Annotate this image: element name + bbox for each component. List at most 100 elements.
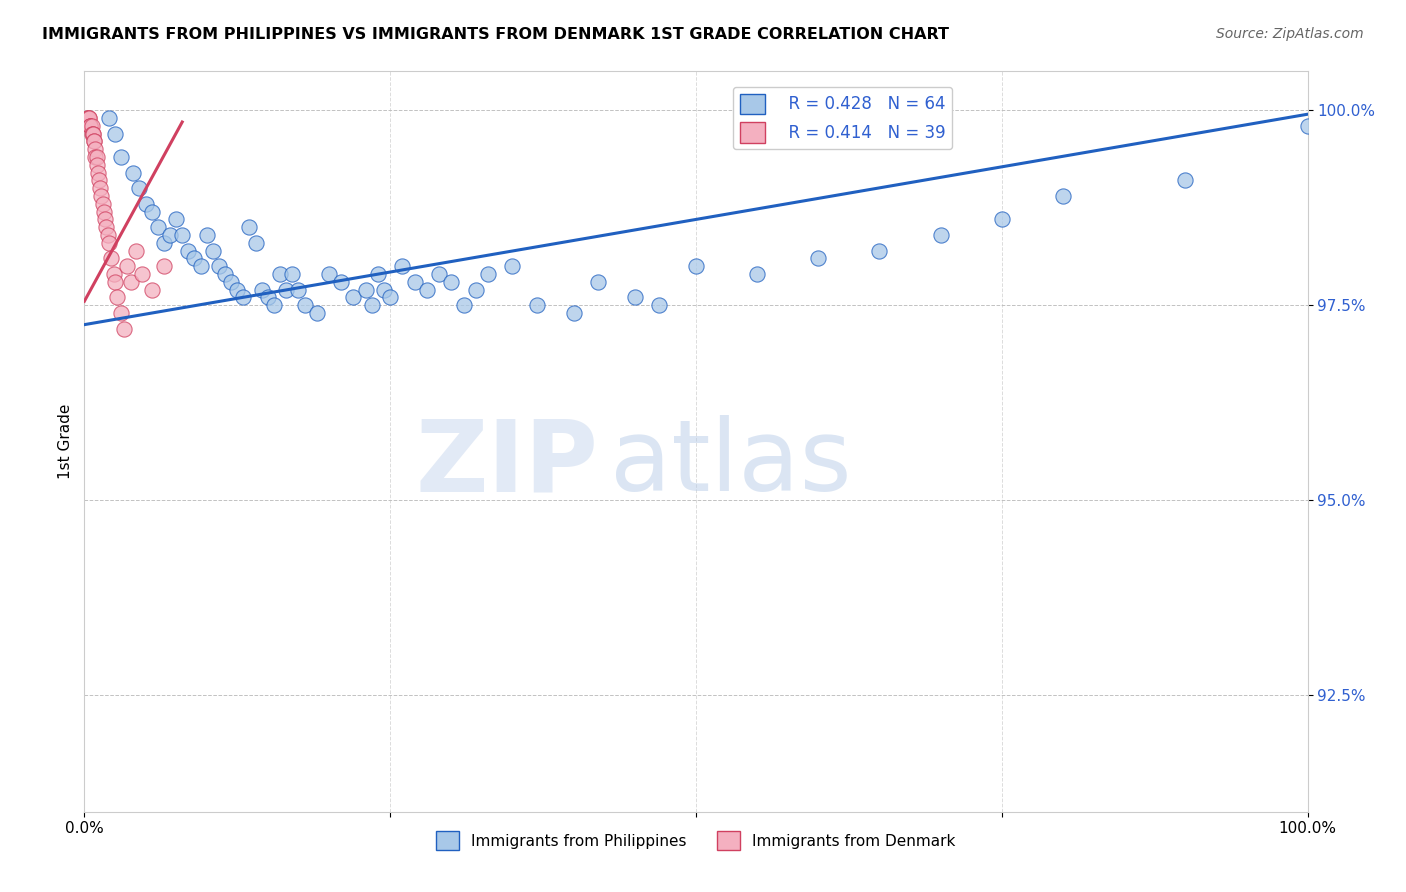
Text: Source: ZipAtlas.com: Source: ZipAtlas.com xyxy=(1216,27,1364,41)
Point xyxy=(84,150,107,164)
Point xyxy=(685,259,707,273)
Point xyxy=(177,244,200,258)
Point xyxy=(80,127,103,141)
Point xyxy=(624,290,647,304)
Point xyxy=(427,267,450,281)
Point xyxy=(86,150,108,164)
Point xyxy=(195,227,218,242)
Y-axis label: 1st Grade: 1st Grade xyxy=(58,404,73,479)
Point xyxy=(464,283,486,297)
Point xyxy=(269,267,291,281)
Point xyxy=(172,227,194,242)
Point xyxy=(76,111,98,125)
Point xyxy=(276,283,298,297)
Text: atlas: atlas xyxy=(610,416,852,512)
Point xyxy=(219,275,242,289)
Point xyxy=(87,173,110,187)
Point xyxy=(330,275,353,289)
Point xyxy=(153,259,176,273)
Legend: Immigrants from Philippines, Immigrants from Denmark: Immigrants from Philippines, Immigrants … xyxy=(430,825,962,856)
Point xyxy=(83,135,105,149)
Point xyxy=(79,119,101,133)
Point xyxy=(354,283,377,297)
Point xyxy=(201,244,224,258)
Point xyxy=(287,283,309,297)
Point xyxy=(318,267,340,281)
Point xyxy=(250,283,273,297)
Point xyxy=(747,267,769,281)
Point xyxy=(91,197,114,211)
Point xyxy=(165,212,187,227)
Point xyxy=(105,290,128,304)
Point xyxy=(238,220,260,235)
Point xyxy=(263,298,285,312)
Point xyxy=(97,235,120,250)
Point xyxy=(991,212,1014,227)
Point xyxy=(77,111,100,125)
Text: ZIP: ZIP xyxy=(415,416,598,512)
Text: IMMIGRANTS FROM PHILIPPINES VS IMMIGRANTS FROM DENMARK 1ST GRADE CORRELATION CHA: IMMIGRANTS FROM PHILIPPINES VS IMMIGRANT… xyxy=(42,27,949,42)
Point xyxy=(141,283,163,297)
Point xyxy=(87,166,110,180)
Point xyxy=(141,204,163,219)
Point xyxy=(120,275,142,289)
Point xyxy=(232,290,254,304)
Point xyxy=(281,267,304,281)
Point xyxy=(440,275,463,289)
Point xyxy=(90,189,112,203)
Point xyxy=(122,166,145,180)
Point xyxy=(214,267,236,281)
Point xyxy=(103,267,125,281)
Point xyxy=(807,252,830,266)
Point xyxy=(86,158,108,172)
Point xyxy=(245,235,267,250)
Point xyxy=(84,142,107,156)
Point xyxy=(125,244,148,258)
Point xyxy=(562,306,585,320)
Point xyxy=(226,283,249,297)
Point xyxy=(128,181,150,195)
Point xyxy=(94,212,117,227)
Point xyxy=(1052,189,1074,203)
Point xyxy=(929,227,952,242)
Point xyxy=(89,181,111,195)
Point xyxy=(131,267,153,281)
Point xyxy=(97,111,120,125)
Point xyxy=(1296,119,1319,133)
Point xyxy=(477,267,499,281)
Point xyxy=(110,150,132,164)
Point xyxy=(305,306,328,320)
Point xyxy=(257,290,280,304)
Point xyxy=(342,290,364,304)
Point xyxy=(77,111,100,125)
Point xyxy=(502,259,524,273)
Point xyxy=(110,306,132,320)
Point xyxy=(183,252,205,266)
Point xyxy=(294,298,316,312)
Point xyxy=(159,227,181,242)
Point xyxy=(869,244,891,258)
Point xyxy=(380,290,402,304)
Point xyxy=(367,267,389,281)
Point xyxy=(135,197,157,211)
Point xyxy=(360,298,382,312)
Point xyxy=(83,135,105,149)
Point xyxy=(146,220,169,235)
Point xyxy=(97,227,120,242)
Point xyxy=(77,111,100,125)
Point xyxy=(1174,173,1197,187)
Point xyxy=(79,119,101,133)
Point xyxy=(115,259,138,273)
Point xyxy=(80,119,103,133)
Point xyxy=(404,275,426,289)
Point xyxy=(100,252,122,266)
Point xyxy=(153,235,176,250)
Point xyxy=(373,283,395,297)
Point xyxy=(93,204,115,219)
Point xyxy=(208,259,231,273)
Point xyxy=(453,298,475,312)
Point xyxy=(190,259,212,273)
Point xyxy=(112,321,135,335)
Point xyxy=(104,275,127,289)
Point xyxy=(586,275,609,289)
